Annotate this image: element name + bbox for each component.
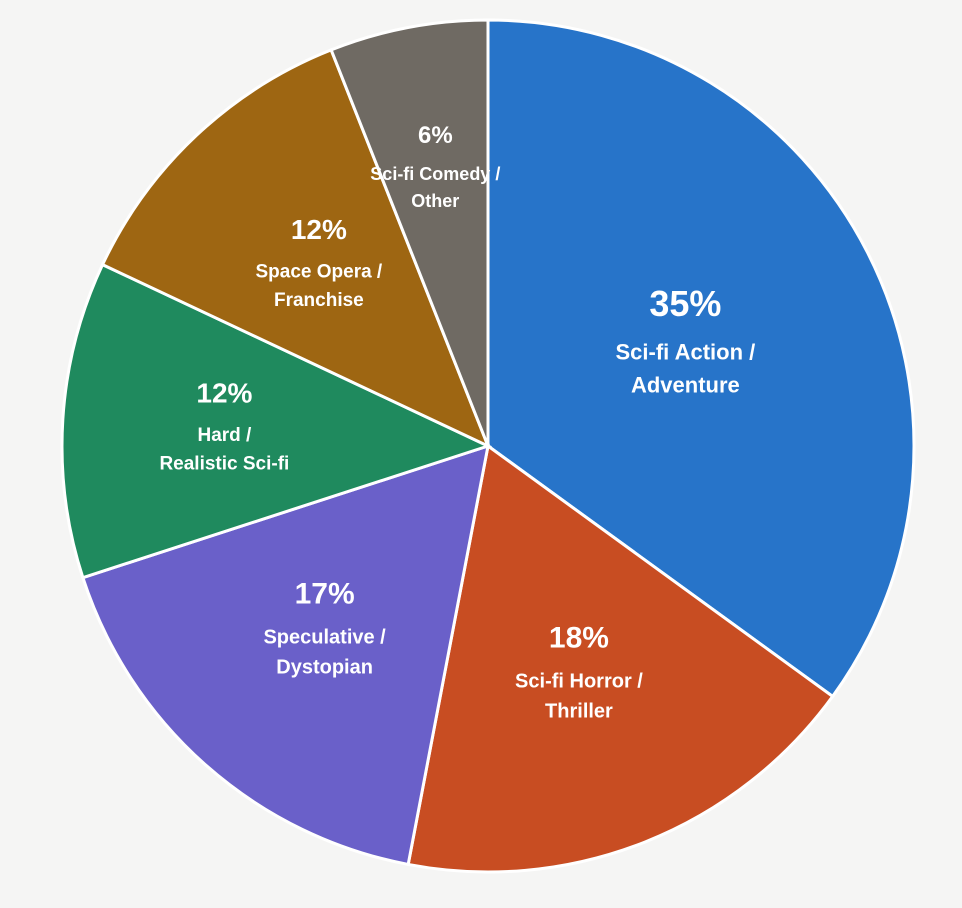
pie-slice-2: [80, 443, 490, 867]
pie-slice-category-label: Other: [411, 191, 459, 211]
pie-slice-category-label: Sci-fi Comedy /: [370, 164, 500, 184]
pie-slices: [60, 18, 916, 874]
pie-slice-percent-label: 18%: [549, 622, 609, 655]
pie-slice-percent-label: 35%: [649, 283, 721, 324]
pie-slice-category-label: Adventure: [631, 372, 740, 397]
pie-slice-percent-label: 6%: [418, 122, 453, 149]
pie-slice-percent-label: 12%: [196, 377, 252, 408]
pie-slice-percent-label: 12%: [291, 214, 347, 245]
pie-slice-category-label: Space Opera /: [255, 261, 382, 282]
pie-slice-5: [329, 18, 490, 447]
pie-slice-category-label: Realistic Sci-fi: [159, 453, 289, 474]
pie-slice-category-label: Dystopian: [276, 656, 373, 678]
pie-slice-category-label: Franchise: [274, 290, 364, 311]
pie-slice-category-label: Speculative /: [263, 626, 386, 648]
pie-slice-percent-label: 17%: [295, 577, 355, 610]
pie-slice-0: [486, 18, 916, 699]
pie-slice-category-label: Hard /: [197, 425, 252, 446]
pie-slice-category-label: Sci-fi Horror /: [515, 671, 643, 693]
pie-slice-4: [100, 47, 491, 449]
pie-slice-3: [60, 262, 493, 580]
pie-slice-1: [406, 443, 835, 874]
pie-slice-category-label: Thriller: [545, 701, 613, 723]
pie-slice-category-label: Sci-fi Action /: [616, 339, 756, 364]
pie-labels: 35% Sci-fi Action / Adventure 18% Sci-fi Hor…: [159, 122, 755, 723]
